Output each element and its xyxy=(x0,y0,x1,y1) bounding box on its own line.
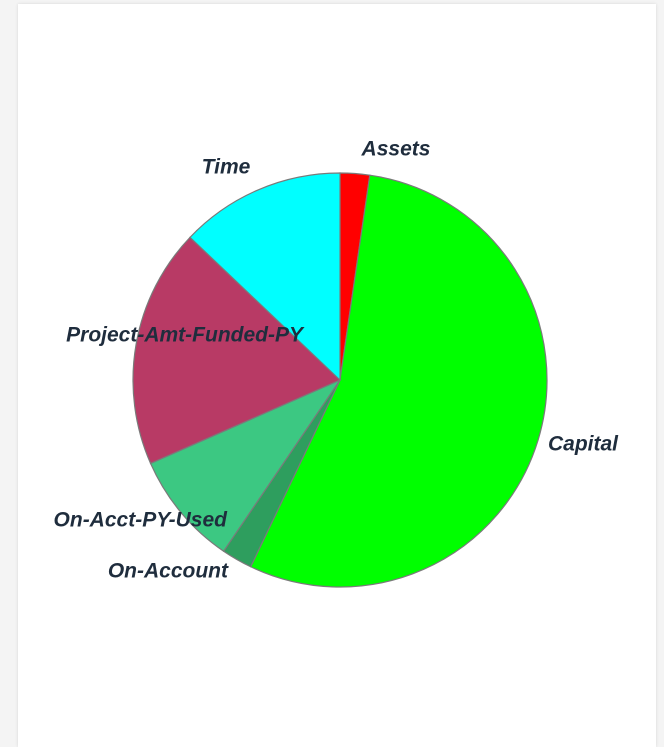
slice-label: On-Account xyxy=(108,560,229,583)
pie-slice xyxy=(249,174,548,588)
pie-slice xyxy=(132,236,342,465)
slice-label: On-Acct-PY-Used xyxy=(54,509,229,532)
slice-label: Assets xyxy=(361,138,431,161)
slice-label: Capital xyxy=(548,433,619,456)
pie-slice xyxy=(149,378,342,553)
slice-label: Time xyxy=(202,156,251,179)
pie-slice xyxy=(189,172,341,382)
slice-label: Project-Amt-Funded-PY xyxy=(66,324,305,347)
